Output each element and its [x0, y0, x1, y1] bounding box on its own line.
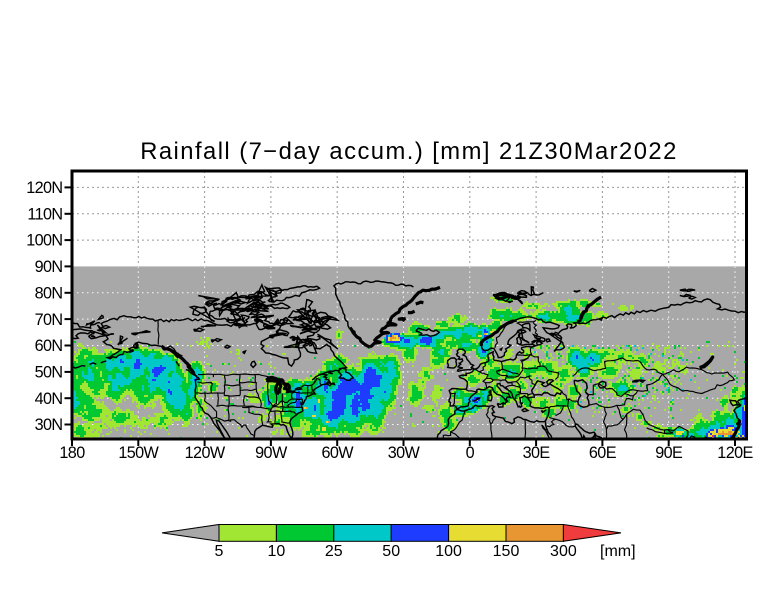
svg-text:100N: 100N — [26, 232, 62, 250]
svg-text:30E: 30E — [523, 444, 551, 462]
svg-text:70N: 70N — [35, 311, 63, 329]
svg-text:25: 25 — [325, 543, 343, 560]
svg-text:90E: 90E — [655, 444, 683, 462]
svg-text:90W: 90W — [255, 444, 288, 462]
svg-text:110N: 110N — [27, 205, 62, 223]
svg-text:120E: 120E — [717, 444, 753, 462]
svg-text:30W: 30W — [388, 444, 421, 462]
svg-text:60N: 60N — [35, 337, 63, 355]
svg-text:300: 300 — [550, 543, 577, 560]
svg-text:50N: 50N — [35, 364, 63, 382]
svg-text:0: 0 — [466, 444, 475, 462]
svg-text:30N: 30N — [35, 416, 63, 434]
svg-text:Rainfall (7−day accum.) [mm] 2: Rainfall (7−day accum.) [mm] 21Z30Mar202… — [140, 138, 678, 165]
svg-text:150: 150 — [493, 543, 520, 560]
svg-text:120N: 120N — [26, 179, 62, 197]
svg-text:5: 5 — [215, 543, 224, 560]
svg-text:150W: 150W — [118, 444, 159, 462]
svg-text:90N: 90N — [35, 258, 63, 276]
svg-text:120W: 120W — [185, 444, 226, 462]
svg-text:50: 50 — [382, 543, 400, 560]
svg-text:60E: 60E — [589, 444, 617, 462]
svg-text:40N: 40N — [35, 390, 63, 408]
svg-text:180: 180 — [59, 444, 85, 462]
svg-text:10: 10 — [268, 543, 286, 560]
svg-text:60W: 60W — [321, 444, 354, 462]
svg-text:100: 100 — [435, 543, 462, 560]
svg-text:80N: 80N — [35, 284, 63, 302]
svg-text:[mm]: [mm] — [600, 543, 636, 560]
